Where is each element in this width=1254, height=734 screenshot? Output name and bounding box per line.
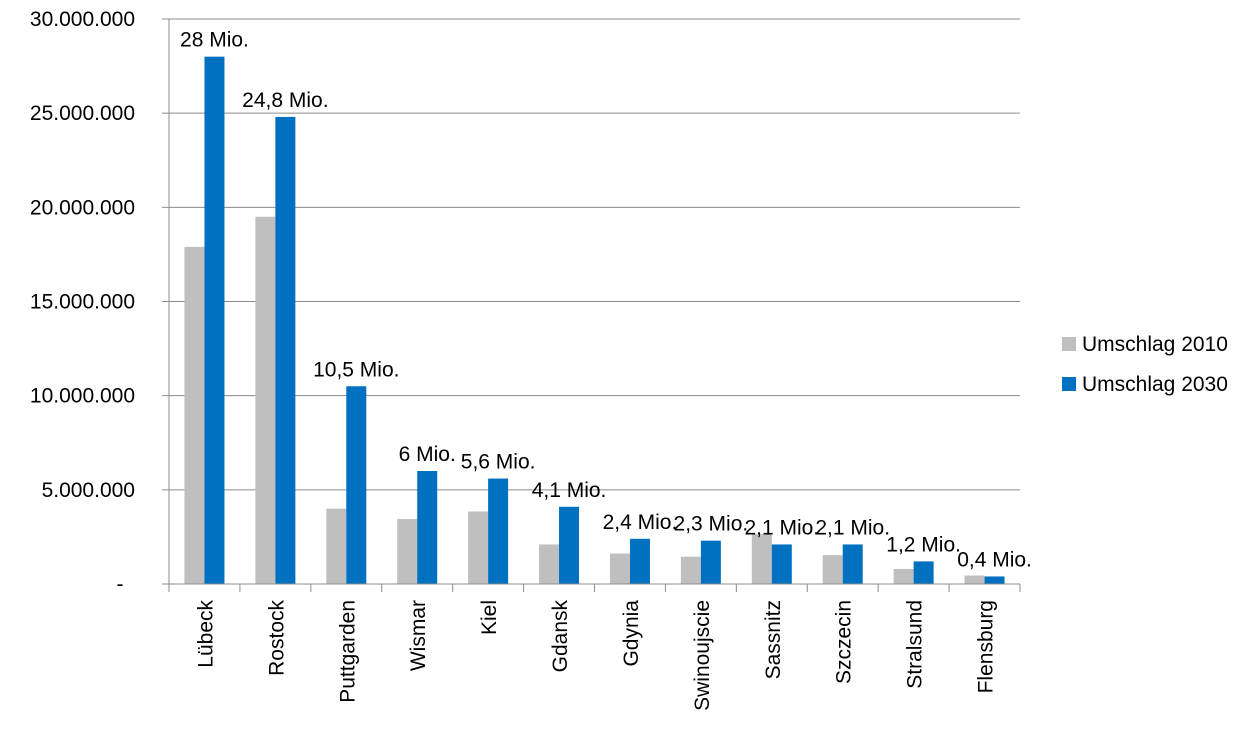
bar-2030-6	[629, 538, 650, 584]
data-label-2030: 5,6 Mio.	[461, 451, 536, 474]
data-label-2030: 24,8 Mio.	[242, 89, 328, 112]
bar-2010-3	[397, 519, 418, 584]
x-category-label: Gdansk	[549, 600, 572, 673]
legend: Umschlag 2010 Umschlag 2030	[1062, 333, 1228, 396]
data-label-2030: 2,4 Mio.	[603, 511, 678, 534]
x-category-label: Puttgarden	[336, 600, 359, 703]
y-tick-label: 30.000.000	[30, 8, 135, 31]
legend-swatch-1	[1062, 377, 1076, 391]
x-category-label: Swinoujscie	[691, 600, 714, 711]
bar-2030-8	[771, 544, 792, 584]
bar-2010-9	[822, 555, 843, 584]
bars	[184, 56, 1005, 584]
bar-2010-6	[609, 553, 630, 584]
bar-2030-7	[700, 540, 721, 584]
y-tick-label: 25.000.000	[30, 102, 135, 125]
x-category-label: Stralsund	[904, 600, 927, 689]
legend-label-1: Umschlag 2030	[1082, 373, 1228, 396]
x-category-label: Wismar	[407, 600, 430, 671]
y-tick-label: -	[117, 573, 124, 596]
data-label-2030: 28 Mio.	[180, 29, 249, 52]
x-category-label: Lübeck	[194, 600, 217, 668]
bar-2010-5	[539, 544, 560, 584]
bar-2030-3	[417, 471, 438, 584]
x-category-label: Gdynia	[620, 600, 643, 667]
bar-2010-1	[255, 216, 276, 584]
legend-swatch-0	[1062, 337, 1076, 351]
data-label-2030: 6 Mio.	[399, 443, 456, 466]
bar-2010-0	[184, 246, 205, 584]
data-label-2030: 4,1 Mio.	[532, 479, 607, 502]
bar-2030-2	[346, 386, 367, 584]
bar-2010-4	[468, 511, 489, 584]
bar-2010-7	[680, 556, 701, 584]
legend-label-0: Umschlag 2010	[1082, 333, 1228, 356]
data-labels: 28 Mio. 24,8 Mio. 10,5 Mio. 6 Mio. 5,6 Mio. 4…	[180, 29, 1032, 572]
bar-2030-11	[984, 576, 1005, 584]
x-category-label: Flensburg	[975, 600, 998, 693]
y-tick-label: 5.000.000	[42, 479, 135, 502]
data-label-2030: 2,1 Mio.	[815, 516, 890, 539]
bar-2010-11	[964, 575, 985, 584]
bar-2030-4	[488, 478, 509, 584]
gridlines	[169, 18, 1020, 491]
y-tick-label: 20.000.000	[30, 196, 135, 219]
data-label-2030: 0,4 Mio.	[957, 548, 1032, 571]
bar-2030-1	[275, 116, 296, 584]
bar-2010-2	[326, 508, 347, 584]
y-tick-label: 15.000.000	[30, 291, 135, 314]
x-category-label: Szczecin	[833, 600, 856, 684]
data-label-2030: 2,3 Mio.	[674, 513, 749, 536]
x-category-label: Kiel	[478, 600, 501, 635]
bar-2030-0	[204, 56, 225, 584]
data-label-2030: 1,2 Mio.	[886, 533, 961, 556]
bar-2030-9	[842, 544, 863, 584]
bar-2030-5	[559, 506, 580, 584]
data-label-2030: 10,5 Mio.	[313, 358, 399, 381]
x-category-label: Rostock	[265, 600, 288, 676]
axes: - 5.000.000 10.000.000 15.000.000 20.000.000…	[30, 8, 1021, 711]
bar-2030-10	[913, 561, 934, 584]
bar-2010-10	[893, 568, 914, 584]
y-tick-label: 10.000.000	[30, 385, 135, 408]
bar-2010-8	[751, 534, 772, 584]
x-category-label: Sassnitz	[762, 600, 785, 679]
data-label-2030: 2,1 Mio.	[744, 516, 819, 539]
